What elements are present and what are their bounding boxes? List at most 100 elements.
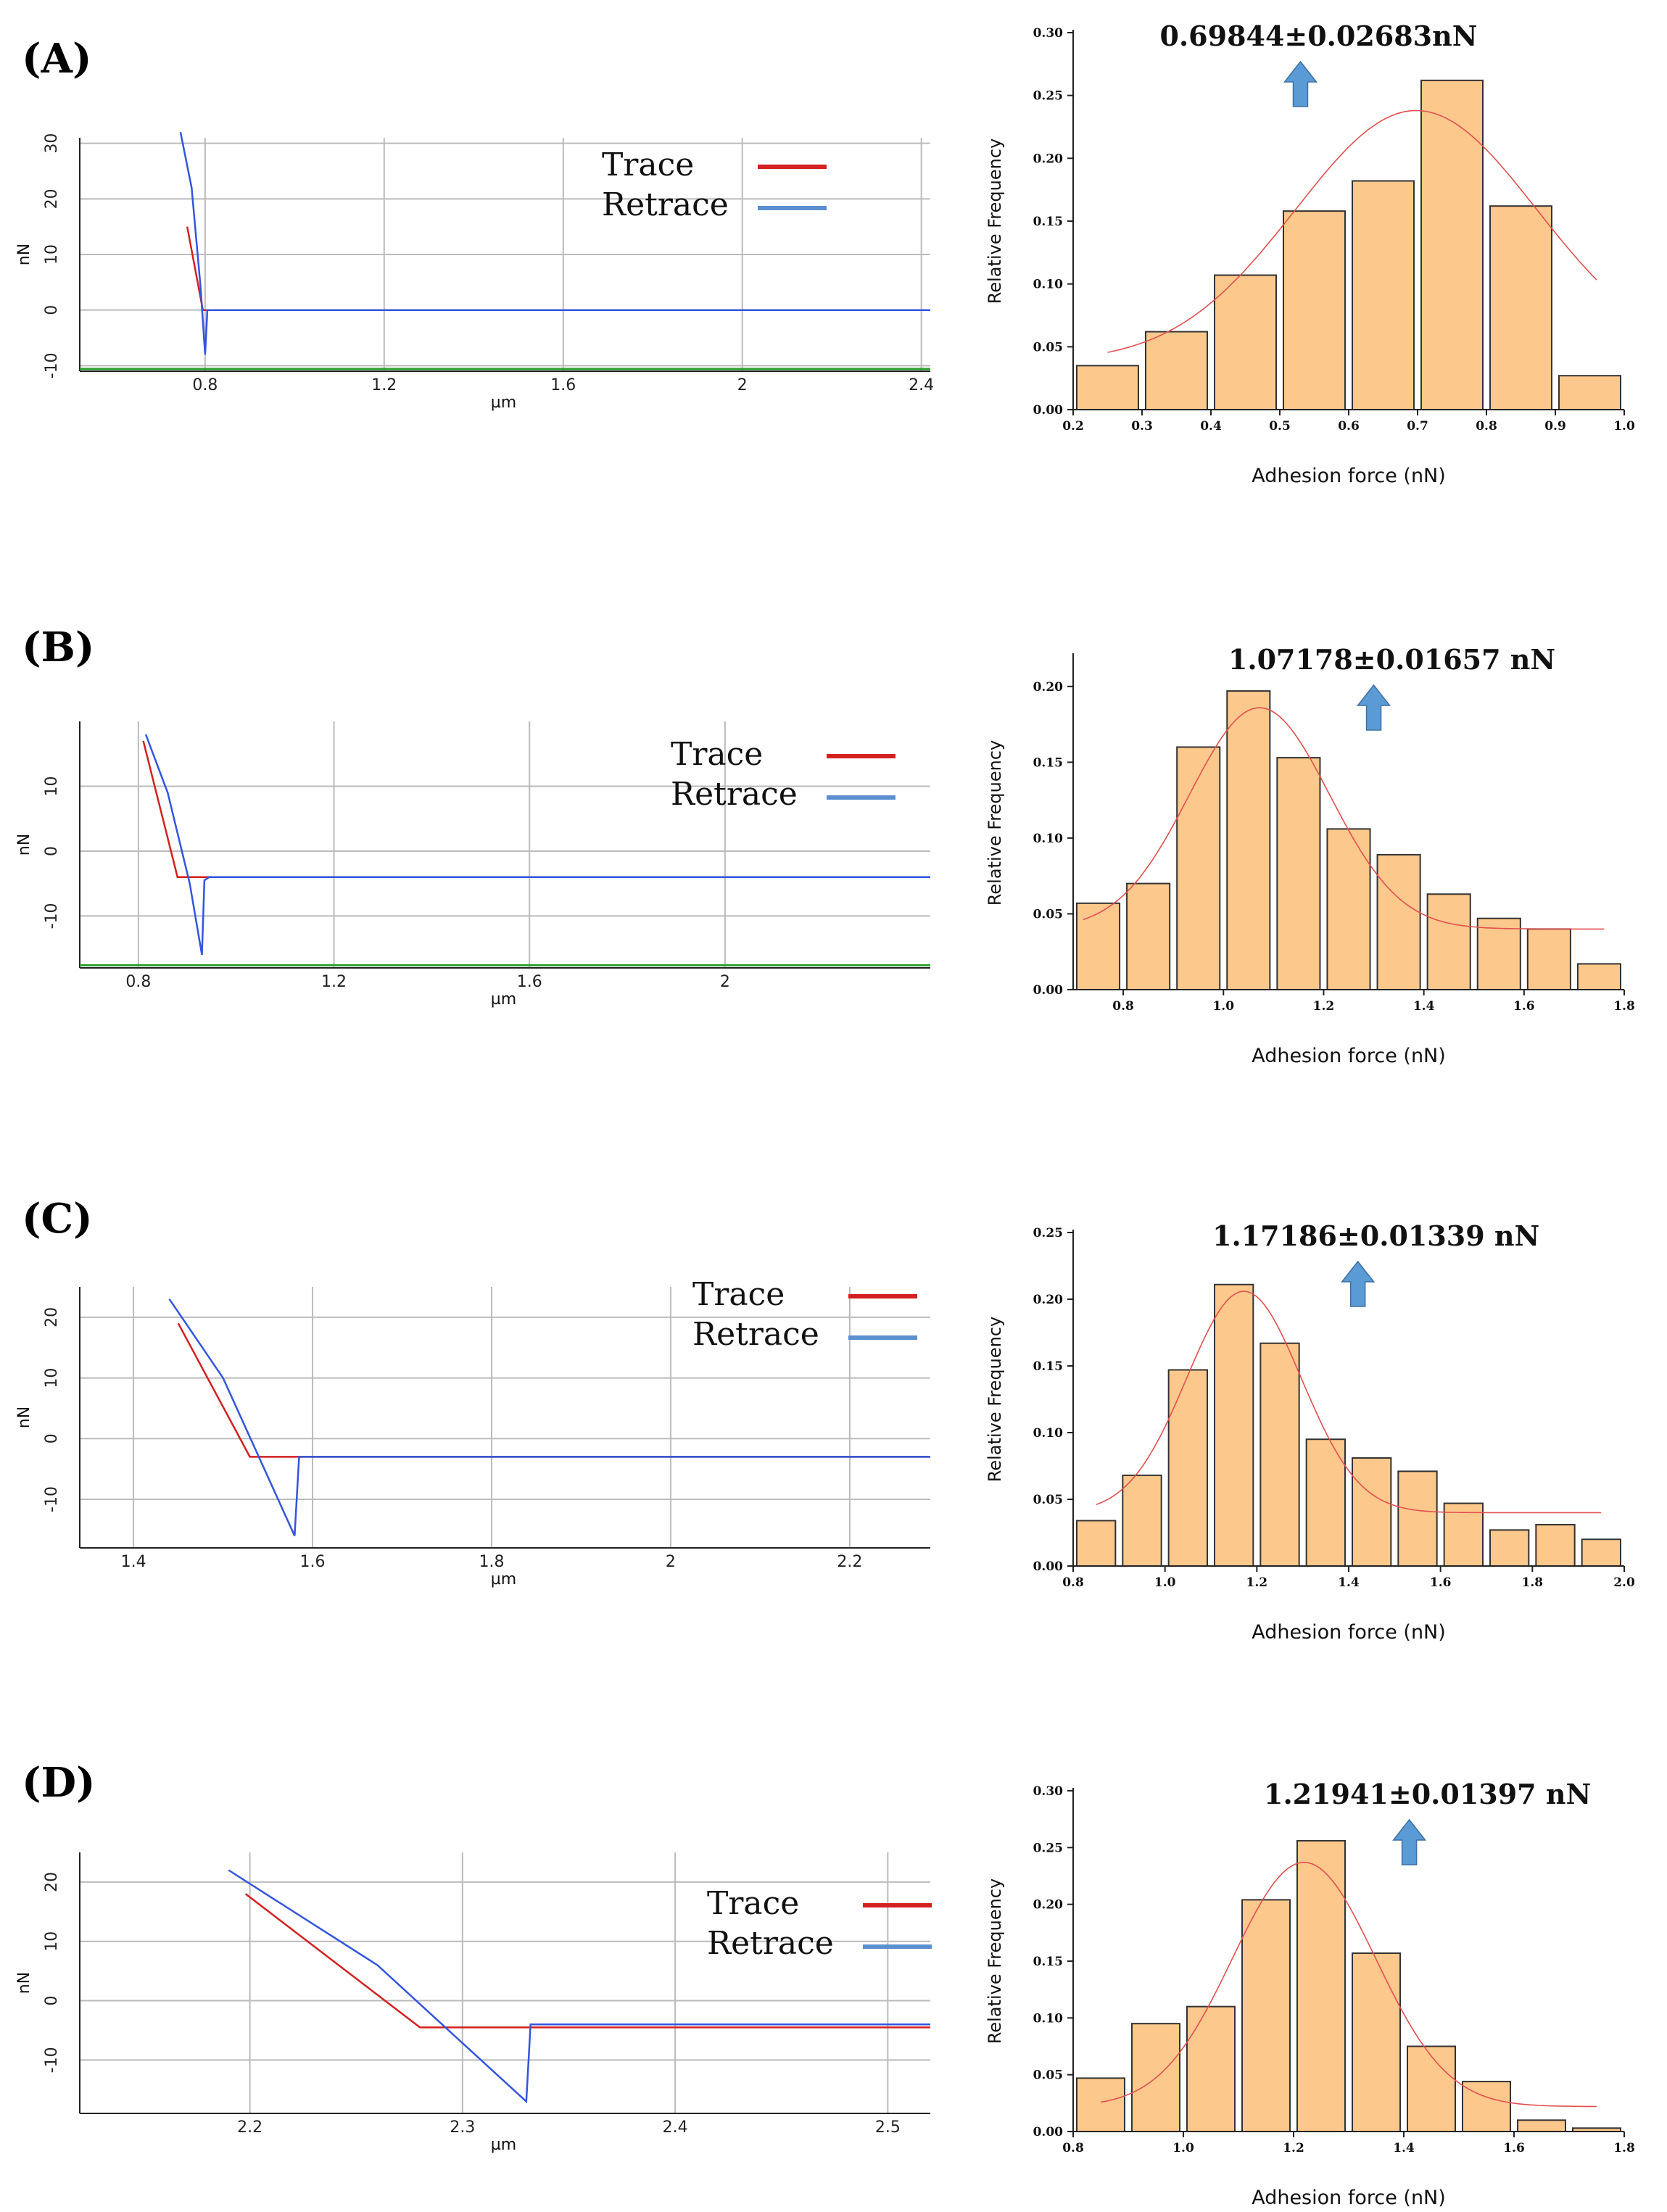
x-axis-title: µm	[491, 990, 516, 1008]
x-tick-label: 1.6	[517, 973, 542, 991]
histogram-bar	[1126, 882, 1171, 990]
histogram-bar	[1296, 1839, 1346, 2133]
x-tick-label: 1.2	[1283, 2141, 1304, 2155]
legend-retrace-label: Retrace	[692, 1316, 819, 1353]
y-tick-label: 0.00	[1033, 1559, 1064, 1574]
legend-retrace-label: Retrace	[707, 1925, 834, 1962]
histogram-d: 0.00 0.05 0.10 0.15 0.20 0.25 0.30 0.8 1.0 1.2 1.4…	[985, 1778, 1635, 2209]
histogram-bar	[1407, 2045, 1456, 2132]
histogram-bar	[1581, 1538, 1622, 1567]
histogram-bar	[1276, 757, 1321, 991]
x-tick-label: 1.6	[1513, 999, 1535, 1014]
y-axis-title: nN	[15, 244, 33, 265]
x-tick-label: 1.2	[1313, 999, 1335, 1014]
y-tick-label: 0.10	[1033, 278, 1064, 292]
x-tick-label: 1.0	[1613, 419, 1635, 434]
histogram-bar	[1241, 1899, 1291, 2132]
x-axis-title: Adhesion force (nN)	[1252, 2187, 1446, 2209]
x-tick-label: 0.7	[1407, 419, 1428, 434]
histogram-bar	[1517, 2119, 1566, 2132]
histogram-bar	[1352, 1952, 1401, 2133]
histogram-bar	[1489, 205, 1552, 410]
y-tick-label: 0.20	[1033, 152, 1064, 166]
histogram-bar	[1145, 331, 1208, 410]
x-tick-label: 1.8	[479, 1553, 504, 1571]
y-tick-label: 0	[43, 1996, 61, 2006]
panel-label: (A)	[22, 35, 91, 83]
y-tick-label: 0.25	[1033, 1841, 1063, 1855]
y-tick-label: 0.25	[1033, 89, 1063, 104]
y-tick-label: 0.15	[1033, 755, 1063, 770]
histogram-bar	[1558, 375, 1621, 411]
legend-trace-label: Trace	[671, 736, 763, 773]
y-tick-label: 0.30	[1033, 26, 1064, 41]
x-tick-label: 1.0	[1212, 999, 1234, 1014]
x-tick-label: 2	[720, 973, 730, 991]
histogram-bar	[1283, 210, 1346, 410]
x-tick-label: 1.2	[371, 376, 397, 394]
x-tick-label: 2.4	[909, 376, 934, 394]
mean-annotation: 1.07178±0.01657 nN	[1228, 643, 1555, 676]
series-trace-line	[244, 1893, 930, 2029]
histogram-bar	[1526, 928, 1571, 991]
x-tick-label: 0.8	[1112, 999, 1134, 1014]
y-tick-label: 0	[43, 1433, 61, 1443]
y-tick-label: 0.05	[1033, 2068, 1063, 2083]
up-arrow-icon	[1357, 684, 1391, 731]
y-tick-label: 0.15	[1033, 1955, 1063, 1969]
series-retrace-line	[179, 132, 930, 355]
y-tick-label: 0.15	[1033, 215, 1063, 229]
y-tick-label: 0.10	[1033, 832, 1064, 846]
y-tick-label: 0.05	[1033, 340, 1063, 355]
histogram-bar	[1226, 690, 1271, 990]
y-axis-title: Relative Frequency	[985, 1878, 1005, 2044]
y-tick-label: 0.10	[1033, 1426, 1064, 1441]
legend-retrace-label: Retrace	[602, 186, 729, 223]
x-tick-label: 1.8	[1613, 2141, 1635, 2155]
mean-annotation: 1.21941±0.01397 nN	[1264, 1778, 1591, 1810]
x-axis-title: µm	[491, 394, 516, 412]
histogram-bar	[1076, 365, 1139, 411]
x-tick-label: 1.6	[550, 376, 576, 394]
x-tick-label: 1.8	[1522, 1575, 1544, 1590]
y-tick-label: 10	[43, 776, 61, 796]
x-axis-title: Adhesion force (nN)	[1252, 465, 1446, 487]
x-tick-label: 0.2	[1062, 419, 1084, 434]
y-tick-label: 10	[43, 1368, 61, 1388]
x-tick-label: 0.4	[1200, 419, 1222, 434]
series-trace-line	[142, 740, 930, 878]
x-tick-label: 0.5	[1269, 419, 1291, 434]
y-tick-label: -10	[43, 1486, 61, 1512]
y-tick-label: 20	[43, 189, 61, 209]
histogram-bar	[1176, 746, 1221, 991]
histogram-bar	[1352, 180, 1415, 411]
x-tick-label: 1.6	[1430, 1575, 1452, 1590]
y-tick-label: 0	[43, 846, 61, 856]
up-arrow-icon	[1341, 1260, 1376, 1307]
x-tick-label: 2	[737, 376, 748, 394]
gaussian-fit-line	[1107, 109, 1597, 353]
x-tick-label: 2.4	[663, 2118, 688, 2137]
histogram-b: 0.00 0.05 0.10 0.15 0.20 0.8 1.0 1.2 1.4 1.6 1.8 Ad…	[985, 643, 1635, 1067]
y-axis-title: Relative Frequency	[985, 138, 1005, 304]
series-retrace-line	[228, 1869, 930, 2104]
legend-trace-label: Trace	[602, 146, 694, 183]
x-tick-label: 0.8	[1476, 419, 1497, 434]
histogram-bar	[1443, 1502, 1484, 1567]
y-tick-label: 30	[43, 133, 61, 154]
series-retrace-line	[144, 734, 930, 956]
histogram-c: 0.00 0.05 0.10 0.15 0.20 0.25 0.8 1.0 1.2 1.4 1.6 1…	[985, 1219, 1635, 1644]
mean-annotation: 1.17186±0.01339 nN	[1212, 1219, 1539, 1252]
histogram-bar	[1326, 828, 1371, 991]
y-tick-label: 0.00	[1033, 983, 1064, 998]
y-axis-title: Relative Frequency	[985, 1317, 1005, 1482]
legend-trace-label: Trace	[707, 1885, 799, 1922]
y-tick-label: -10	[43, 352, 61, 378]
x-tick-label: 0.3	[1131, 419, 1153, 434]
up-arrow-icon	[1392, 1818, 1427, 1865]
x-tick-label: 1.6	[300, 1553, 326, 1571]
x-tick-label: 1.0	[1154, 1575, 1176, 1590]
x-tick-label: 0.8	[1062, 1575, 1084, 1590]
